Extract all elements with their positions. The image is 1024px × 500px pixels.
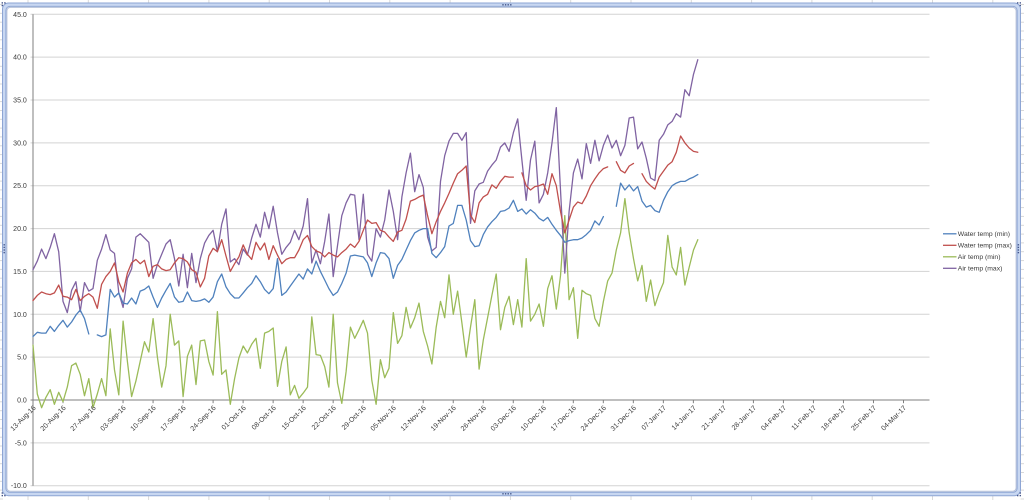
svg-text:-10.0: -10.0 (11, 483, 27, 490)
svg-text:Air temp (max): Air temp (max) (958, 266, 1003, 273)
svg-text:Water temp (max): Water temp (max) (958, 243, 1012, 250)
svg-text:25.0: 25.0 (13, 183, 27, 190)
svg-text:30.0: 30.0 (13, 140, 27, 147)
svg-text:Water temp (min): Water temp (min) (958, 231, 1010, 238)
svg-text:-5.0: -5.0 (15, 440, 27, 447)
svg-text:40.0: 40.0 (13, 55, 27, 62)
svg-text:20.0: 20.0 (13, 226, 27, 233)
svg-text:10.0: 10.0 (13, 312, 27, 319)
svg-text:45.0: 45.0 (13, 12, 27, 19)
svg-text:Air temp (min): Air temp (min) (958, 254, 1001, 261)
svg-text:0.0: 0.0 (17, 398, 27, 405)
svg-text:35.0: 35.0 (13, 98, 27, 105)
svg-text:15.0: 15.0 (13, 269, 27, 276)
svg-text:5.0: 5.0 (17, 355, 27, 362)
